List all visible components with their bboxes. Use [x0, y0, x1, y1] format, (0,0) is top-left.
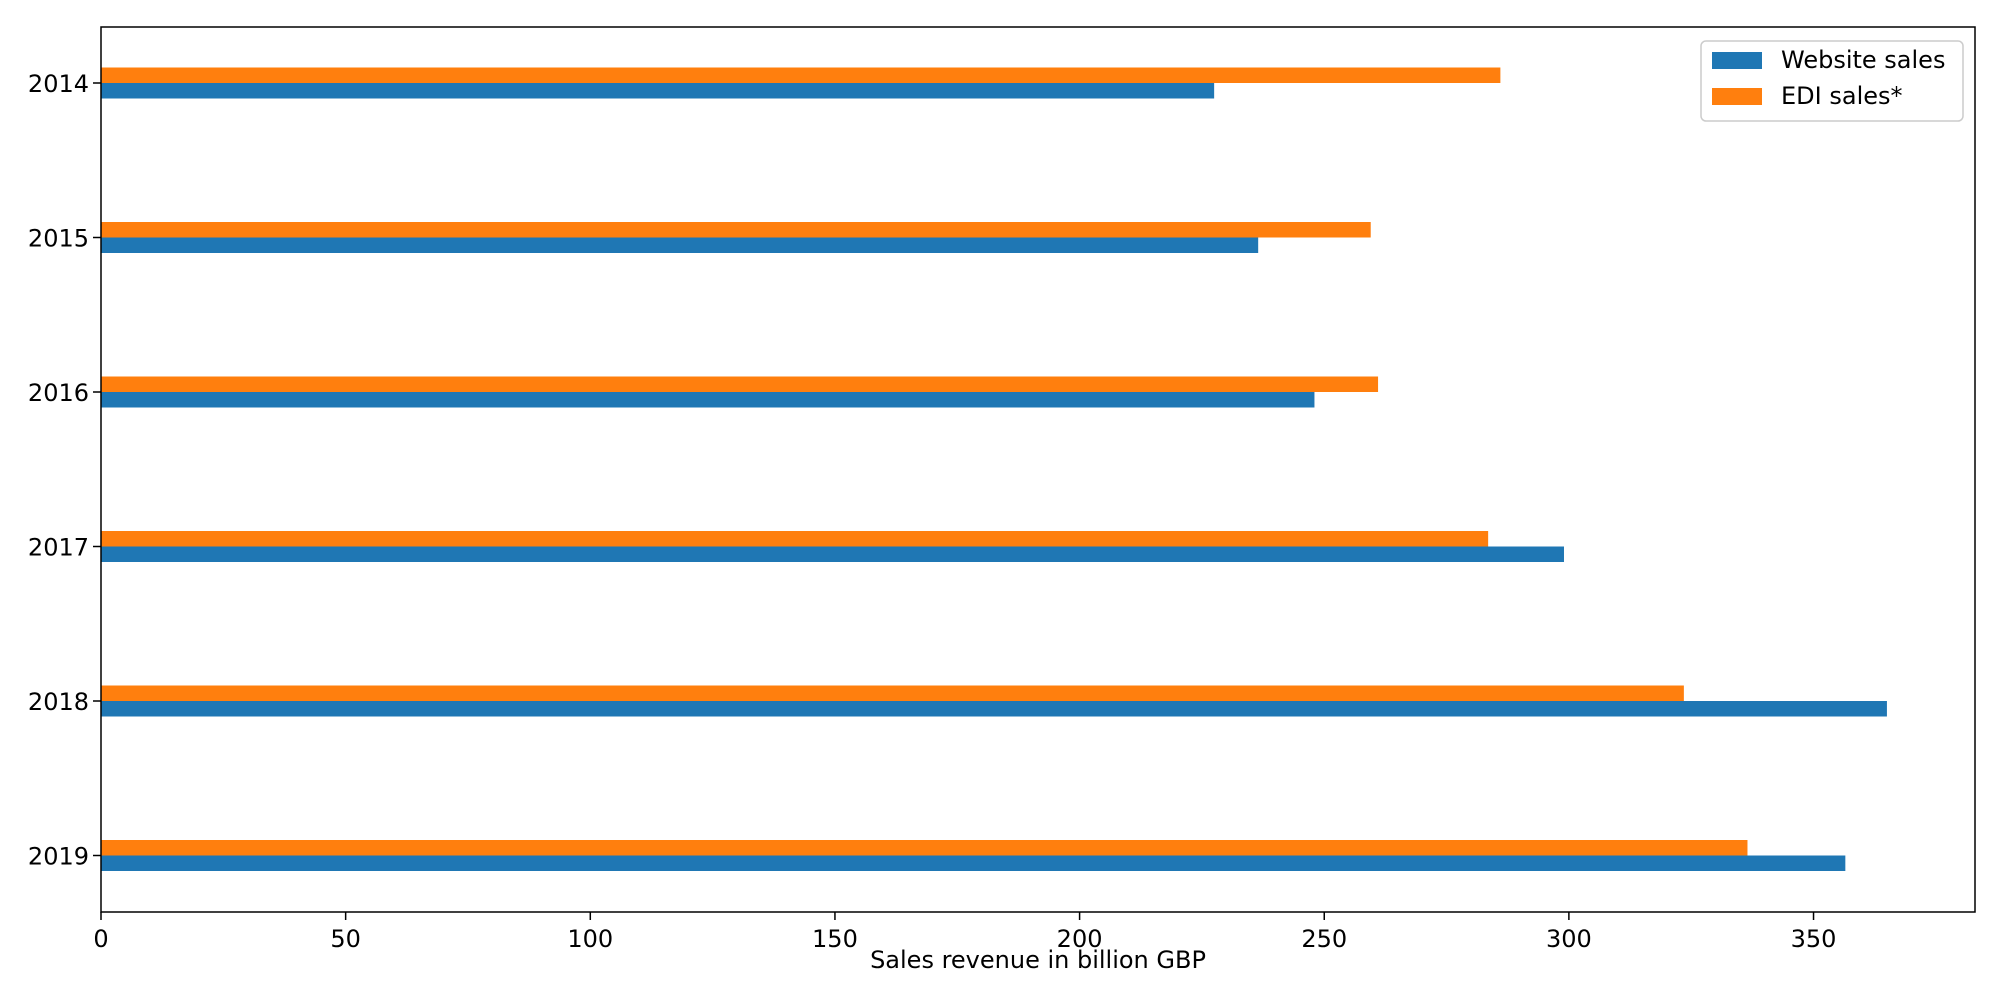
- bar-website-sales-2016: [101, 392, 1315, 408]
- bars-layer: [101, 67, 1887, 871]
- x-tick-label: 0: [93, 925, 108, 953]
- legend-label-edi-sales: EDI sales*: [1781, 82, 1903, 110]
- x-tick-label: 300: [1546, 925, 1592, 953]
- bar-website-sales-2017: [101, 546, 1564, 562]
- y-tick-label-2017: 2017: [28, 534, 89, 562]
- bar-edi-sales-2018: [101, 685, 1684, 701]
- bar-website-sales-2015: [101, 237, 1259, 253]
- x-tick-label: 100: [567, 925, 613, 953]
- y-axis-ticks: 2014 2015 2016 2017 2018 2019: [28, 70, 101, 871]
- bar-edi-sales-2017: [101, 531, 1489, 547]
- y-tick-label-2015: 2015: [28, 225, 89, 253]
- x-tick-label: 250: [1301, 925, 1347, 953]
- plot-frame: [100, 26, 1976, 913]
- y-tick-label-2018: 2018: [28, 688, 89, 716]
- bar-edi-sales-2014: [101, 67, 1501, 83]
- x-tick-label: 50: [330, 925, 361, 953]
- x-tick-label: 150: [812, 925, 858, 953]
- x-tick-label: 200: [1057, 925, 1103, 953]
- legend: Website sales EDI sales*: [1700, 40, 1964, 122]
- bar-edi-sales-2019: [101, 840, 1748, 856]
- y-tick-label-2019: 2019: [28, 843, 89, 871]
- bar-edi-sales-2016: [101, 376, 1379, 392]
- y-tick-label-2014: 2014: [28, 70, 89, 98]
- x-tick-label: 350: [1791, 925, 1837, 953]
- legend-swatch-website-sales: [1712, 52, 1762, 69]
- bar-website-sales-2014: [101, 83, 1215, 99]
- x-axis-label: Sales revenue in billion GBP: [870, 946, 1206, 974]
- legend-box: [1700, 40, 1964, 122]
- legend-swatch-edi-sales: [1712, 88, 1762, 105]
- x-axis-ticks: 0 50 100 150 200 250 300 350: [93, 912, 1836, 953]
- bar-website-sales-2018: [101, 701, 1887, 717]
- y-tick-label-2016: 2016: [28, 379, 89, 407]
- legend-label-website-sales: Website sales: [1781, 46, 1945, 74]
- bar-website-sales-2019: [101, 855, 1846, 871]
- bar-edi-sales-2015: [101, 222, 1371, 238]
